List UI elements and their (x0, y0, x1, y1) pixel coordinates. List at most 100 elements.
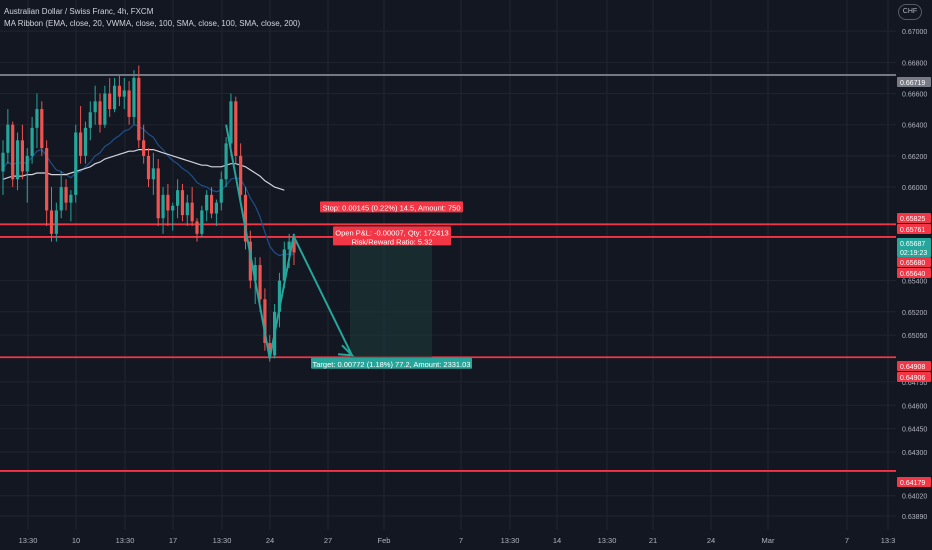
candle-body (151, 168, 155, 180)
price-tick: 0.66400 (902, 123, 927, 130)
price-tag (897, 477, 931, 487)
candle-body (69, 194, 73, 203)
price-tag-text: 0.65761 (900, 227, 925, 234)
candle-body (239, 155, 243, 195)
candle-body (253, 265, 257, 281)
candle-body (6, 124, 10, 153)
candle-body (137, 77, 141, 141)
candle-body (243, 194, 248, 242)
target-label-bg (311, 357, 472, 369)
candle-body (277, 280, 282, 312)
candle-body (292, 241, 296, 253)
candle-body (74, 132, 78, 195)
candle-body (98, 101, 102, 125)
target-label-text: Target: 0.00772 (1.18%) 77.2, Amount: 23… (312, 360, 470, 369)
projection-line (293, 236, 353, 356)
candle-body (88, 112, 92, 128)
candle-body (258, 265, 262, 300)
indicator-label: MA Ribbon (EMA, close, 20, VWMA, close, … (4, 19, 301, 28)
time-tick: 21 (649, 536, 657, 545)
open-pnl-label-text: Open P&L: -0.00007, Qty: 172413 (335, 228, 448, 237)
candle-body (142, 140, 146, 156)
candle-body (219, 179, 223, 203)
open-pnl-label-bg (333, 226, 451, 246)
price-tag (897, 238, 931, 257)
price-axis[interactable]: 0.67000 0.66800 0.66600 0.66400 0.66200 0.660… (897, 29, 931, 521)
candle-body (161, 194, 165, 219)
candlesticks (1, 65, 296, 362)
candle-body (146, 155, 151, 180)
candle-body (54, 210, 58, 234)
time-tick: 13:30 (116, 536, 135, 545)
candle-body (180, 190, 185, 216)
position-labels: Stop: 0.00145 (0.22%) 14.5, Amount: 750 O… (311, 201, 472, 369)
price-tag (897, 257, 931, 267)
candle-body (195, 221, 199, 234)
candle-body (45, 148, 49, 211)
price-tick: 0.65400 (902, 279, 927, 286)
price-tag-text: 0.65825 (900, 216, 925, 223)
price-tag (897, 268, 931, 278)
time-tick: 13:3 (881, 536, 896, 545)
position-target-zone[interactable] (350, 236, 432, 358)
candle-body (132, 77, 136, 117)
candle-body (1, 152, 5, 172)
price-tag-text: 0.64908 (900, 364, 925, 371)
candle-body (30, 127, 34, 156)
candle-body (83, 127, 88, 156)
chart-grid (0, 0, 896, 530)
time-tick: Mar (762, 536, 775, 545)
candle-body (229, 101, 233, 144)
price-tag (897, 77, 931, 87)
currency-badge[interactable]: CHF (898, 4, 922, 20)
candle-body (287, 241, 291, 250)
time-tick: 13:30 (19, 536, 38, 545)
time-tick: 17 (169, 536, 177, 545)
price-tag (897, 361, 931, 371)
price-tick: 0.64450 (902, 427, 927, 434)
candle-body (263, 299, 267, 343)
trend-drawings[interactable] (225, 124, 355, 359)
time-tick: 24 (707, 536, 715, 545)
price-tick: 0.66000 (902, 185, 927, 192)
candle-body (79, 132, 83, 156)
candle-body (11, 124, 15, 180)
price-tag-text: 0.64906 (900, 375, 925, 382)
candle-body (112, 85, 117, 110)
price-tick: 0.64020 (902, 494, 927, 501)
candle-body (20, 140, 24, 172)
candle-body (156, 168, 160, 219)
time-tick: Feb (378, 536, 391, 545)
price-tick: 0.66600 (902, 92, 927, 99)
candle-body (190, 202, 194, 222)
chart-legend: Australian Dollar / Swiss Franc, 4h, FXC… (4, 6, 300, 30)
price-tag-text: 0.64179 (900, 480, 925, 487)
candle-body (205, 194, 209, 211)
time-axis[interactable]: 13:30 10 13:30 17 13:30 24 27 Feb 7 13:30 14 13:30 2… (19, 536, 896, 545)
price-tick: 0.64750 (902, 380, 927, 387)
price-tag (897, 372, 931, 382)
horizontal-levels[interactable] (0, 74, 896, 472)
time-tick: 14 (553, 536, 561, 545)
symbol-title: Australian Dollar / Swiss Franc, 4h, FXC… (4, 7, 154, 16)
price-tick: 0.67000 (902, 29, 927, 36)
trend-line-up (268, 233, 295, 359)
price-tick: 0.65200 (902, 310, 927, 317)
trend-line-down (225, 124, 271, 359)
price-tag-text: 0.65680 (900, 260, 925, 267)
candle-body (248, 241, 252, 281)
time-tick: 13:30 (501, 536, 520, 545)
candle-body (224, 143, 228, 180)
projection-arrowhead (337, 344, 355, 357)
candle-body (15, 140, 20, 180)
price-tick: 0.63890 (902, 514, 927, 521)
candle-body (185, 202, 189, 216)
open-pnl-label-text: Risk/Reward Ratio: 5.32 (352, 237, 433, 246)
candle-body (209, 194, 214, 214)
candle-body (166, 194, 170, 211)
stop-label-text: Stop: 0.00145 (0.22%) 14.5, Amount: 750 (322, 203, 460, 212)
price-tag-text: 0.65640 (900, 271, 925, 278)
time-tick: 24 (266, 536, 274, 545)
candle-body (35, 109, 39, 128)
